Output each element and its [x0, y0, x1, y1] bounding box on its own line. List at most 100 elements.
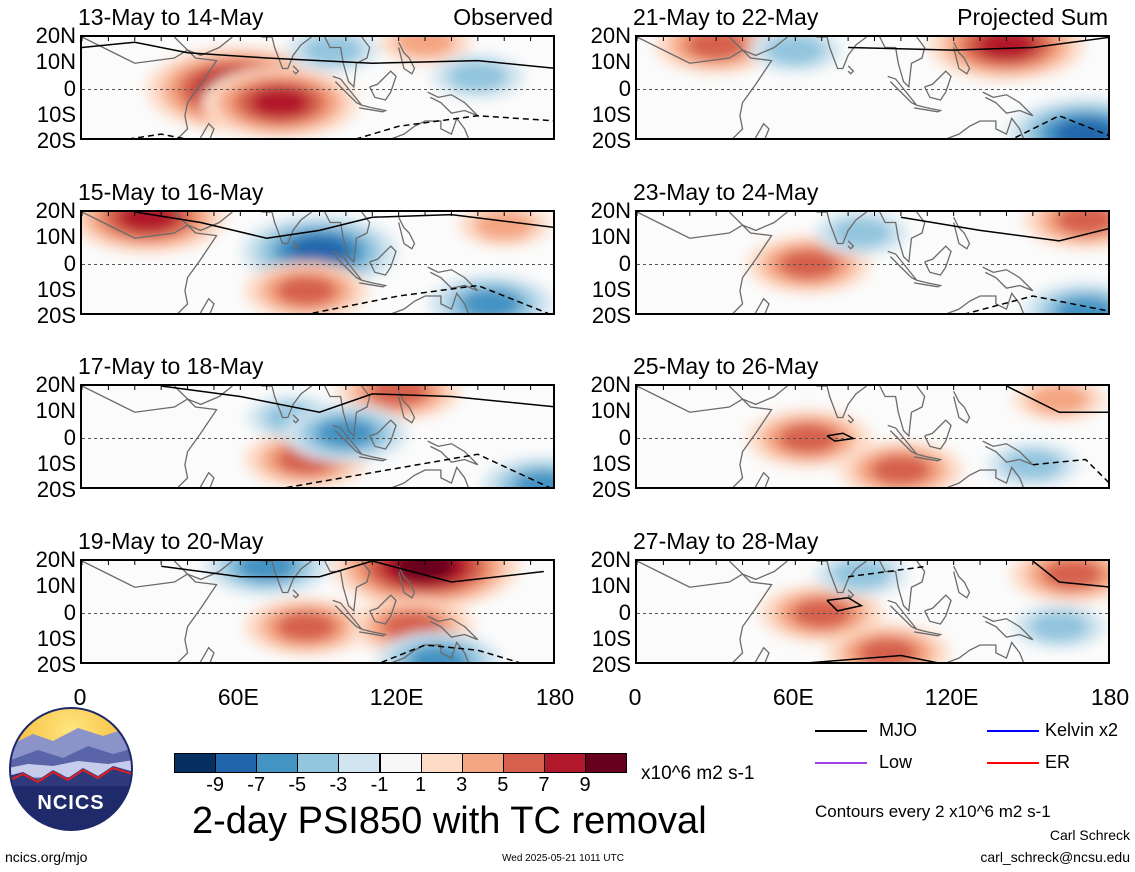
x-tick-label: 180	[1090, 684, 1130, 710]
mjo-contour	[309, 284, 549, 313]
coastline	[847, 65, 855, 75]
coastline	[369, 594, 397, 625]
mjo-contour	[826, 596, 864, 612]
colorbar-swatch	[297, 753, 340, 773]
coastline	[324, 212, 371, 264]
mjo-contour	[1032, 458, 1108, 483]
map-panel	[635, 559, 1110, 664]
coastline	[924, 594, 952, 625]
legend-line-er	[987, 762, 1039, 764]
y-tick-label: 20S	[591, 477, 631, 502]
map-svg	[82, 212, 553, 313]
map-panel	[635, 384, 1110, 489]
x-tick-label: 120E	[369, 684, 424, 710]
coastline	[728, 212, 788, 232]
coastline	[946, 465, 1025, 487]
y-tick-label: 10S	[591, 101, 631, 127]
y-tick-label: 0	[618, 250, 631, 276]
footer-email[interactable]: carl_schreck@ncsu.edu	[980, 849, 1130, 865]
panel-title: 25-May to 26-May	[633, 353, 819, 379]
legend-label-kelvin: Kelvin x2	[1045, 720, 1119, 740]
coastline	[879, 212, 926, 264]
positive-anomaly	[395, 561, 456, 582]
coastline	[946, 640, 1025, 662]
coastline	[358, 628, 388, 637]
map-panel	[80, 210, 555, 315]
negative-anomaly	[289, 236, 350, 267]
colorbar-swatch	[256, 753, 299, 773]
coastline	[427, 615, 479, 641]
coastline	[982, 91, 1034, 117]
map-svg	[637, 561, 1108, 662]
colorbar-label: -9	[206, 774, 224, 796]
coastline	[728, 386, 788, 406]
coastline	[261, 212, 312, 245]
colorbar-label: -3	[329, 774, 348, 796]
footer-timestamp: Wed 2025-05-21 1011 UTC	[502, 853, 624, 864]
coastline	[324, 37, 371, 89]
coastline	[82, 386, 218, 487]
legend: MJO Kelvin x2 Low ER	[815, 718, 1135, 788]
footer-url[interactable]: ncics.org/mjo	[5, 849, 88, 865]
map-svg	[82, 561, 553, 662]
y-tick-label: 20S	[591, 652, 631, 677]
y-tick-label: 10S	[36, 276, 76, 302]
colorbar-swatch	[338, 753, 381, 773]
positive-anomaly	[1055, 212, 1108, 235]
x-tick-label: 60E	[217, 684, 259, 710]
positive-anomaly	[791, 598, 852, 629]
panel-title: 23-May to 24-May	[633, 179, 819, 205]
panel-label: Projected Sum	[957, 4, 1108, 30]
coastline	[199, 471, 215, 487]
mjo-contour	[1006, 386, 1108, 413]
legend-line-kelvin	[987, 730, 1039, 732]
y-tick-label: 10S	[36, 625, 76, 651]
y-tick-label: 20N	[35, 372, 76, 397]
coastline	[953, 565, 971, 599]
coastline	[261, 37, 312, 70]
mjo-contour	[161, 386, 553, 414]
legend-label-mjo: MJO	[879, 720, 917, 740]
y-tick-label: 20S	[36, 652, 76, 677]
coastline	[946, 116, 1025, 138]
y-tick-label: 0	[618, 599, 631, 625]
coastline	[173, 37, 233, 57]
mjo-contour	[848, 37, 1108, 51]
coastline	[924, 70, 952, 101]
coastline	[637, 561, 773, 662]
coastline	[879, 37, 926, 89]
y-tick-label: 20N	[35, 547, 76, 572]
coastline	[292, 589, 300, 599]
y-tick-label: 20N	[590, 372, 631, 397]
map-panel	[635, 210, 1110, 315]
coastline	[173, 212, 233, 232]
x-tick-label: 120E	[924, 684, 979, 710]
colorbar-swatch	[502, 753, 545, 773]
negative-anomaly	[1029, 611, 1090, 642]
y-tick-label: 10S	[591, 276, 631, 302]
panel-title: 15-May to 16-May	[78, 179, 264, 205]
mjo-contour	[161, 561, 544, 583]
y-tick-label: 20S	[36, 477, 76, 502]
coastline	[391, 116, 470, 138]
y-tick-label: 0	[63, 424, 76, 450]
coastline	[173, 386, 233, 406]
positive-anomaly	[276, 611, 337, 642]
coastline	[879, 386, 926, 438]
map-panel	[80, 384, 555, 489]
panel-title: 13-May to 14-May	[78, 4, 264, 30]
coastline	[398, 216, 416, 250]
negative-anomaly	[315, 418, 376, 449]
mjo-contour	[809, 654, 938, 662]
colorbar-swatch	[543, 753, 586, 773]
coastline	[427, 266, 479, 292]
positive-anomaly	[778, 249, 839, 280]
coastline	[913, 104, 943, 113]
positive-anomaly	[778, 423, 839, 454]
coastline	[82, 212, 218, 313]
y-tick-label: 20N	[35, 23, 76, 48]
y-tick-label: 20S	[36, 303, 76, 328]
map-panel	[80, 35, 555, 140]
coastline	[816, 212, 867, 245]
mjo-contour	[130, 133, 185, 138]
